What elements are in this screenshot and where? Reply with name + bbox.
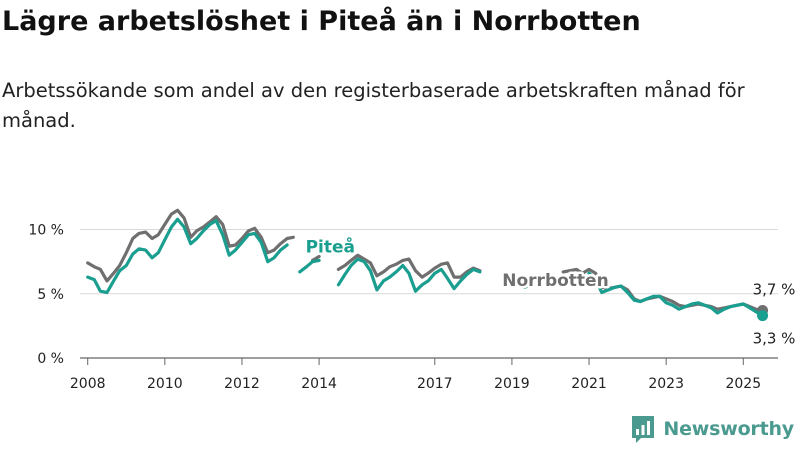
chart-title: Lägre arbetslöshet i Piteå än i Norrbott… bbox=[2, 6, 641, 37]
chart-subtitle: Arbetssökande som andel av den registerb… bbox=[2, 79, 745, 132]
x-tick-label: 2012 bbox=[224, 376, 260, 392]
series-line-pitea bbox=[587, 271, 765, 318]
end-value-label-pitea: 3,3 % bbox=[753, 330, 796, 348]
series-line-pitea bbox=[523, 283, 533, 289]
series-lines bbox=[86, 208, 769, 322]
end-value-label-norrbotten: 3,7 % bbox=[753, 280, 796, 298]
y-tick-label: 5 % bbox=[37, 287, 64, 303]
x-tick-label: 2025 bbox=[725, 376, 761, 392]
y-tick-label: 0 % bbox=[37, 351, 64, 367]
x-tick-label: 2010 bbox=[147, 376, 183, 392]
series-line-norrbotten bbox=[310, 254, 321, 262]
series-label-pitea-halo: Piteå bbox=[306, 236, 355, 258]
series-label-pitea: Piteå bbox=[306, 236, 355, 258]
brand-logo: Newsworthy bbox=[630, 414, 794, 444]
bar-chart-logo-icon bbox=[632, 416, 655, 443]
x-tick-label: 2023 bbox=[648, 376, 684, 392]
x-tick-label: 2021 bbox=[571, 376, 607, 392]
y-tick-label: 10 % bbox=[28, 223, 64, 239]
x-tick-label: 2017 bbox=[417, 376, 453, 392]
x-tick-label: 2008 bbox=[70, 376, 106, 392]
gridlines: 0 % 5 % 10 % bbox=[28, 223, 778, 367]
brand-name: Newsworthy bbox=[663, 418, 794, 440]
series-line-pitea bbox=[298, 258, 321, 274]
x-tick-label: 2019 bbox=[494, 376, 530, 392]
series-label-norrbotten-halo: Norrbotten bbox=[502, 271, 608, 291]
x-tick-label: 2014 bbox=[301, 376, 337, 392]
series-line-norrbotten bbox=[336, 253, 482, 279]
series-line-pitea bbox=[503, 271, 514, 277]
x-axis: 2008 2010 2012 2014 2017 2019 2021 2023 2025 bbox=[70, 358, 761, 392]
series-line-norrbotten bbox=[86, 208, 295, 283]
series-line-pitea bbox=[86, 217, 289, 295]
series-label-norrbotten: Norrbotten bbox=[502, 271, 608, 291]
series-line-pitea bbox=[336, 257, 482, 293]
end-point-pitea bbox=[757, 310, 769, 322]
